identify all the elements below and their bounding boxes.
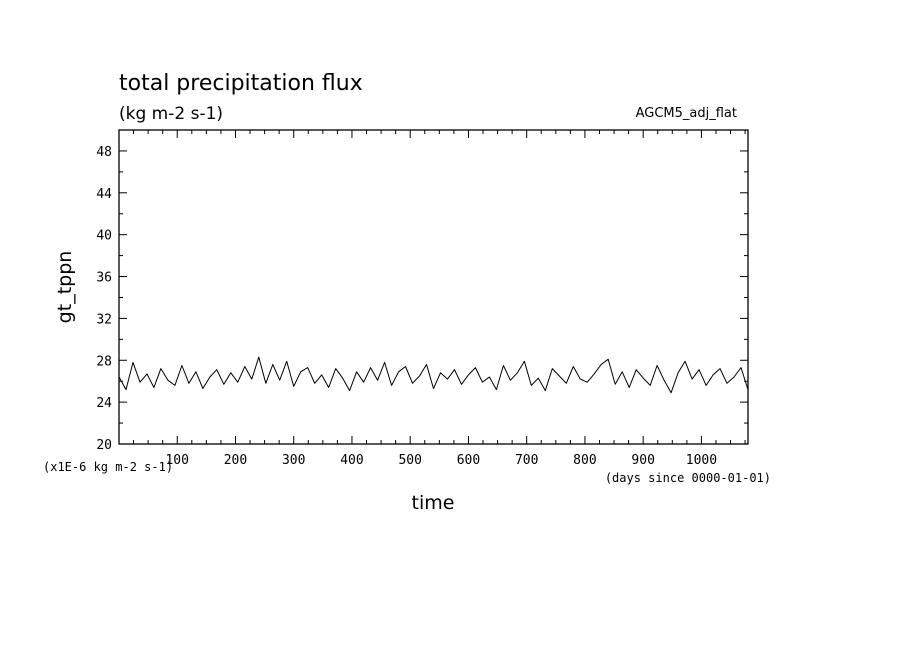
- y-tick-label: 28: [96, 354, 112, 369]
- x-tick-label: 200: [224, 453, 247, 468]
- y-tick-label: 24: [96, 396, 112, 411]
- plot-frame: [118, 129, 749, 445]
- tick-marks: [119, 130, 748, 445]
- chart-subtitle: (kg m-2 s-1): [119, 104, 223, 124]
- x-tick-label: 300: [282, 453, 305, 468]
- y-tick-label: 36: [96, 271, 112, 286]
- x-axis-label: time: [412, 492, 455, 514]
- x-tick-label: 600: [457, 453, 480, 468]
- series-line-0: [118, 356, 749, 394]
- y-unit-note: (x1E-6 kg m-2 s-1): [43, 460, 173, 474]
- run-label: AGCM5_adj_flat: [636, 106, 737, 121]
- x-tick-label: 1000: [686, 453, 717, 468]
- x-tick-label: 500: [398, 453, 421, 468]
- y-tick-label: 48: [96, 145, 112, 160]
- series-layer: [118, 356, 749, 394]
- y-tick-label: 20: [96, 438, 112, 453]
- x-tick-label: 400: [340, 453, 363, 468]
- y-tick-label: 32: [96, 312, 112, 327]
- x-tick-labels: 100 200 300 400 500 600 700 800 900 1000: [165, 453, 717, 468]
- y-tick-label: 44: [96, 187, 112, 202]
- chart-title: total precipitation flux: [119, 71, 363, 96]
- y-axis-label: gt_tppn: [54, 251, 76, 324]
- x-tick-label: 900: [631, 453, 654, 468]
- y-tick-label: 40: [96, 229, 112, 244]
- x-tick-label: 100: [165, 453, 188, 468]
- x-tick-label: 800: [573, 453, 596, 468]
- x-unit-note: (days since 0000-01-01): [605, 471, 771, 485]
- x-tick-label: 700: [515, 453, 538, 468]
- y-tick-labels: 20 24 28 32 36 40 44 48: [96, 145, 112, 453]
